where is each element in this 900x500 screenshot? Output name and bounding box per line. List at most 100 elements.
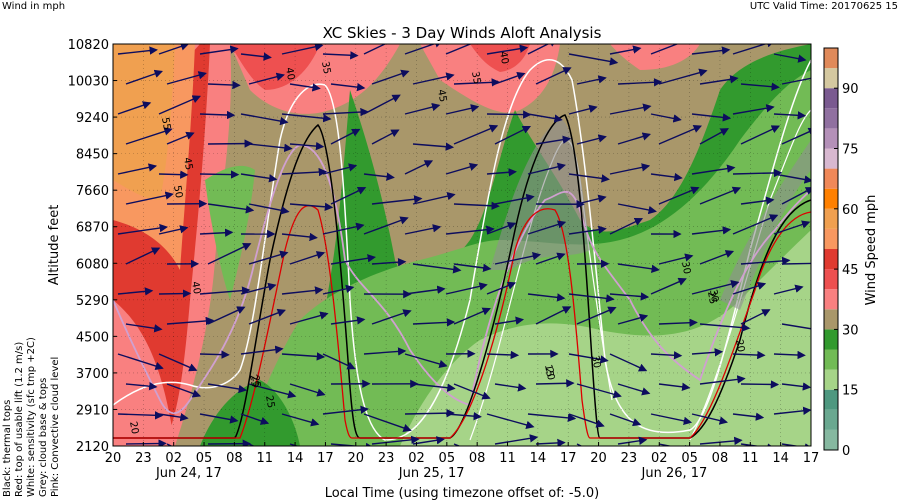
y-axis-ticks: 2120 2910 3700 4500 5290 6080 6870 7660 8450 9240… (68, 38, 117, 455)
contour-label: 40 (497, 51, 510, 65)
colorbar-band (824, 48, 838, 69)
wind-arrow (445, 162, 479, 175)
wind-arrow (453, 307, 491, 325)
wind-arrow (732, 214, 779, 235)
wind-arrow (609, 413, 642, 427)
wind-arrow (486, 221, 517, 235)
wind-arrow (773, 350, 806, 360)
date-label: Jun 24, 17 (155, 466, 222, 481)
wind-arrow (125, 69, 163, 85)
wind-arrow (609, 217, 644, 235)
wind-arrow (199, 45, 239, 55)
wind-arrow (199, 110, 236, 120)
y-tick-label: 7660 (76, 184, 109, 199)
wind-arrow (658, 125, 703, 145)
contour-label: 25 (249, 375, 262, 389)
overlay-legend: Black: thermal tops Red: top of usable li… (2, 337, 61, 497)
wind-arrow (322, 353, 356, 370)
wind-arrow (535, 252, 566, 265)
wind-arrow (740, 125, 781, 145)
wind-arrow (568, 413, 605, 428)
wind-arrow (199, 170, 240, 179)
valid-time-note: UTC Valid Time: 20170625 15 (750, 1, 898, 12)
colorbar-band (824, 128, 838, 149)
wind-arrow (248, 308, 286, 325)
wind-arrow (281, 232, 318, 242)
colorbar-frame (823, 47, 839, 451)
contour-label: 50 (171, 185, 184, 199)
y-tick-label: 2120 (76, 440, 109, 455)
overlay-legend-line: Red: top of usable lift (1.2 m/s) (14, 342, 25, 497)
wind-arrow (732, 281, 767, 295)
wind-arrow (617, 203, 657, 215)
colorbar-tick-label: 0 (842, 444, 850, 459)
colorbar: 0 15 30 45 60 75 90 (823, 47, 859, 459)
wind-arrow (207, 80, 241, 90)
x-tick-label: 02 (165, 451, 182, 466)
wind-arrow (658, 318, 698, 327)
x-tick-label: 17 (317, 451, 334, 466)
x-tick-label: 08 (226, 451, 243, 466)
wind-arrow (240, 52, 272, 61)
wind-arrow (740, 82, 780, 91)
contour-label: 25 (263, 395, 276, 409)
wind-arrow (158, 225, 189, 235)
wind-arrow (125, 382, 158, 391)
wind-arrow (494, 125, 532, 145)
wind-arrow (117, 163, 158, 175)
x-tick-label: 05 (681, 451, 698, 466)
wind-arrow (207, 306, 246, 325)
wind-arrow (363, 172, 395, 181)
wind-arrow (781, 443, 811, 446)
colorbar-band (824, 228, 838, 249)
colorbar-tick-label: 60 (842, 203, 859, 218)
wind-arrow (281, 113, 332, 123)
wind-arrow (781, 382, 811, 391)
wind-arrow (453, 78, 501, 87)
y-axis-label: Altitude feet (47, 205, 62, 286)
wind-arrow (617, 263, 660, 273)
date-label: Jun 26, 17 (641, 466, 708, 481)
contour-label: 45 (181, 157, 194, 171)
wind-arrow (658, 443, 693, 446)
wind-arrow (289, 83, 321, 92)
wind-arrow (207, 383, 248, 394)
wind-arrow (158, 289, 192, 298)
wind-arrow (658, 382, 691, 391)
wind-arrow (404, 408, 455, 418)
wind-arrow (330, 128, 361, 145)
contour-label: 15 (542, 364, 555, 378)
y-tick-label: 2910 (76, 403, 109, 418)
y-tick-label: 6870 (76, 221, 109, 236)
wind-arrow (691, 113, 732, 122)
y-tick-label: 4500 (76, 330, 109, 345)
colorbar-band (824, 329, 838, 350)
colorbar-band (824, 349, 838, 370)
wind-arrow (445, 44, 487, 55)
overlay-legend-line: Grey: cloud base & tops (38, 378, 49, 497)
wind-arrow (650, 413, 693, 426)
wind-arrow (322, 163, 358, 175)
contour-label: 25 (705, 291, 718, 305)
wind-arrow (568, 104, 598, 115)
wind-arrow (576, 75, 607, 85)
x-axis-label: Local Time (using timezone offset of: -5… (325, 486, 600, 500)
wind-arrow (732, 104, 775, 115)
wind-arrow (363, 94, 401, 115)
wind-arrow (207, 243, 252, 265)
wind-arrow (494, 383, 527, 392)
x-tick-label: 23 (621, 451, 638, 466)
colorbar-tick-label: 15 (842, 384, 859, 399)
wind-arrow (535, 438, 566, 446)
wind-arrow (609, 292, 650, 301)
x-tick-label: 20 (105, 451, 122, 466)
wind-arrow (445, 104, 480, 115)
contour-label: 55 (159, 117, 172, 131)
x-tick-label: 17 (560, 451, 577, 466)
wind-arrow (240, 113, 289, 126)
wind-arrow (494, 316, 525, 325)
wind-arrow (699, 186, 742, 205)
chart-title: XC Skies - 3 Day Winds Aloft Analysis (323, 24, 602, 42)
